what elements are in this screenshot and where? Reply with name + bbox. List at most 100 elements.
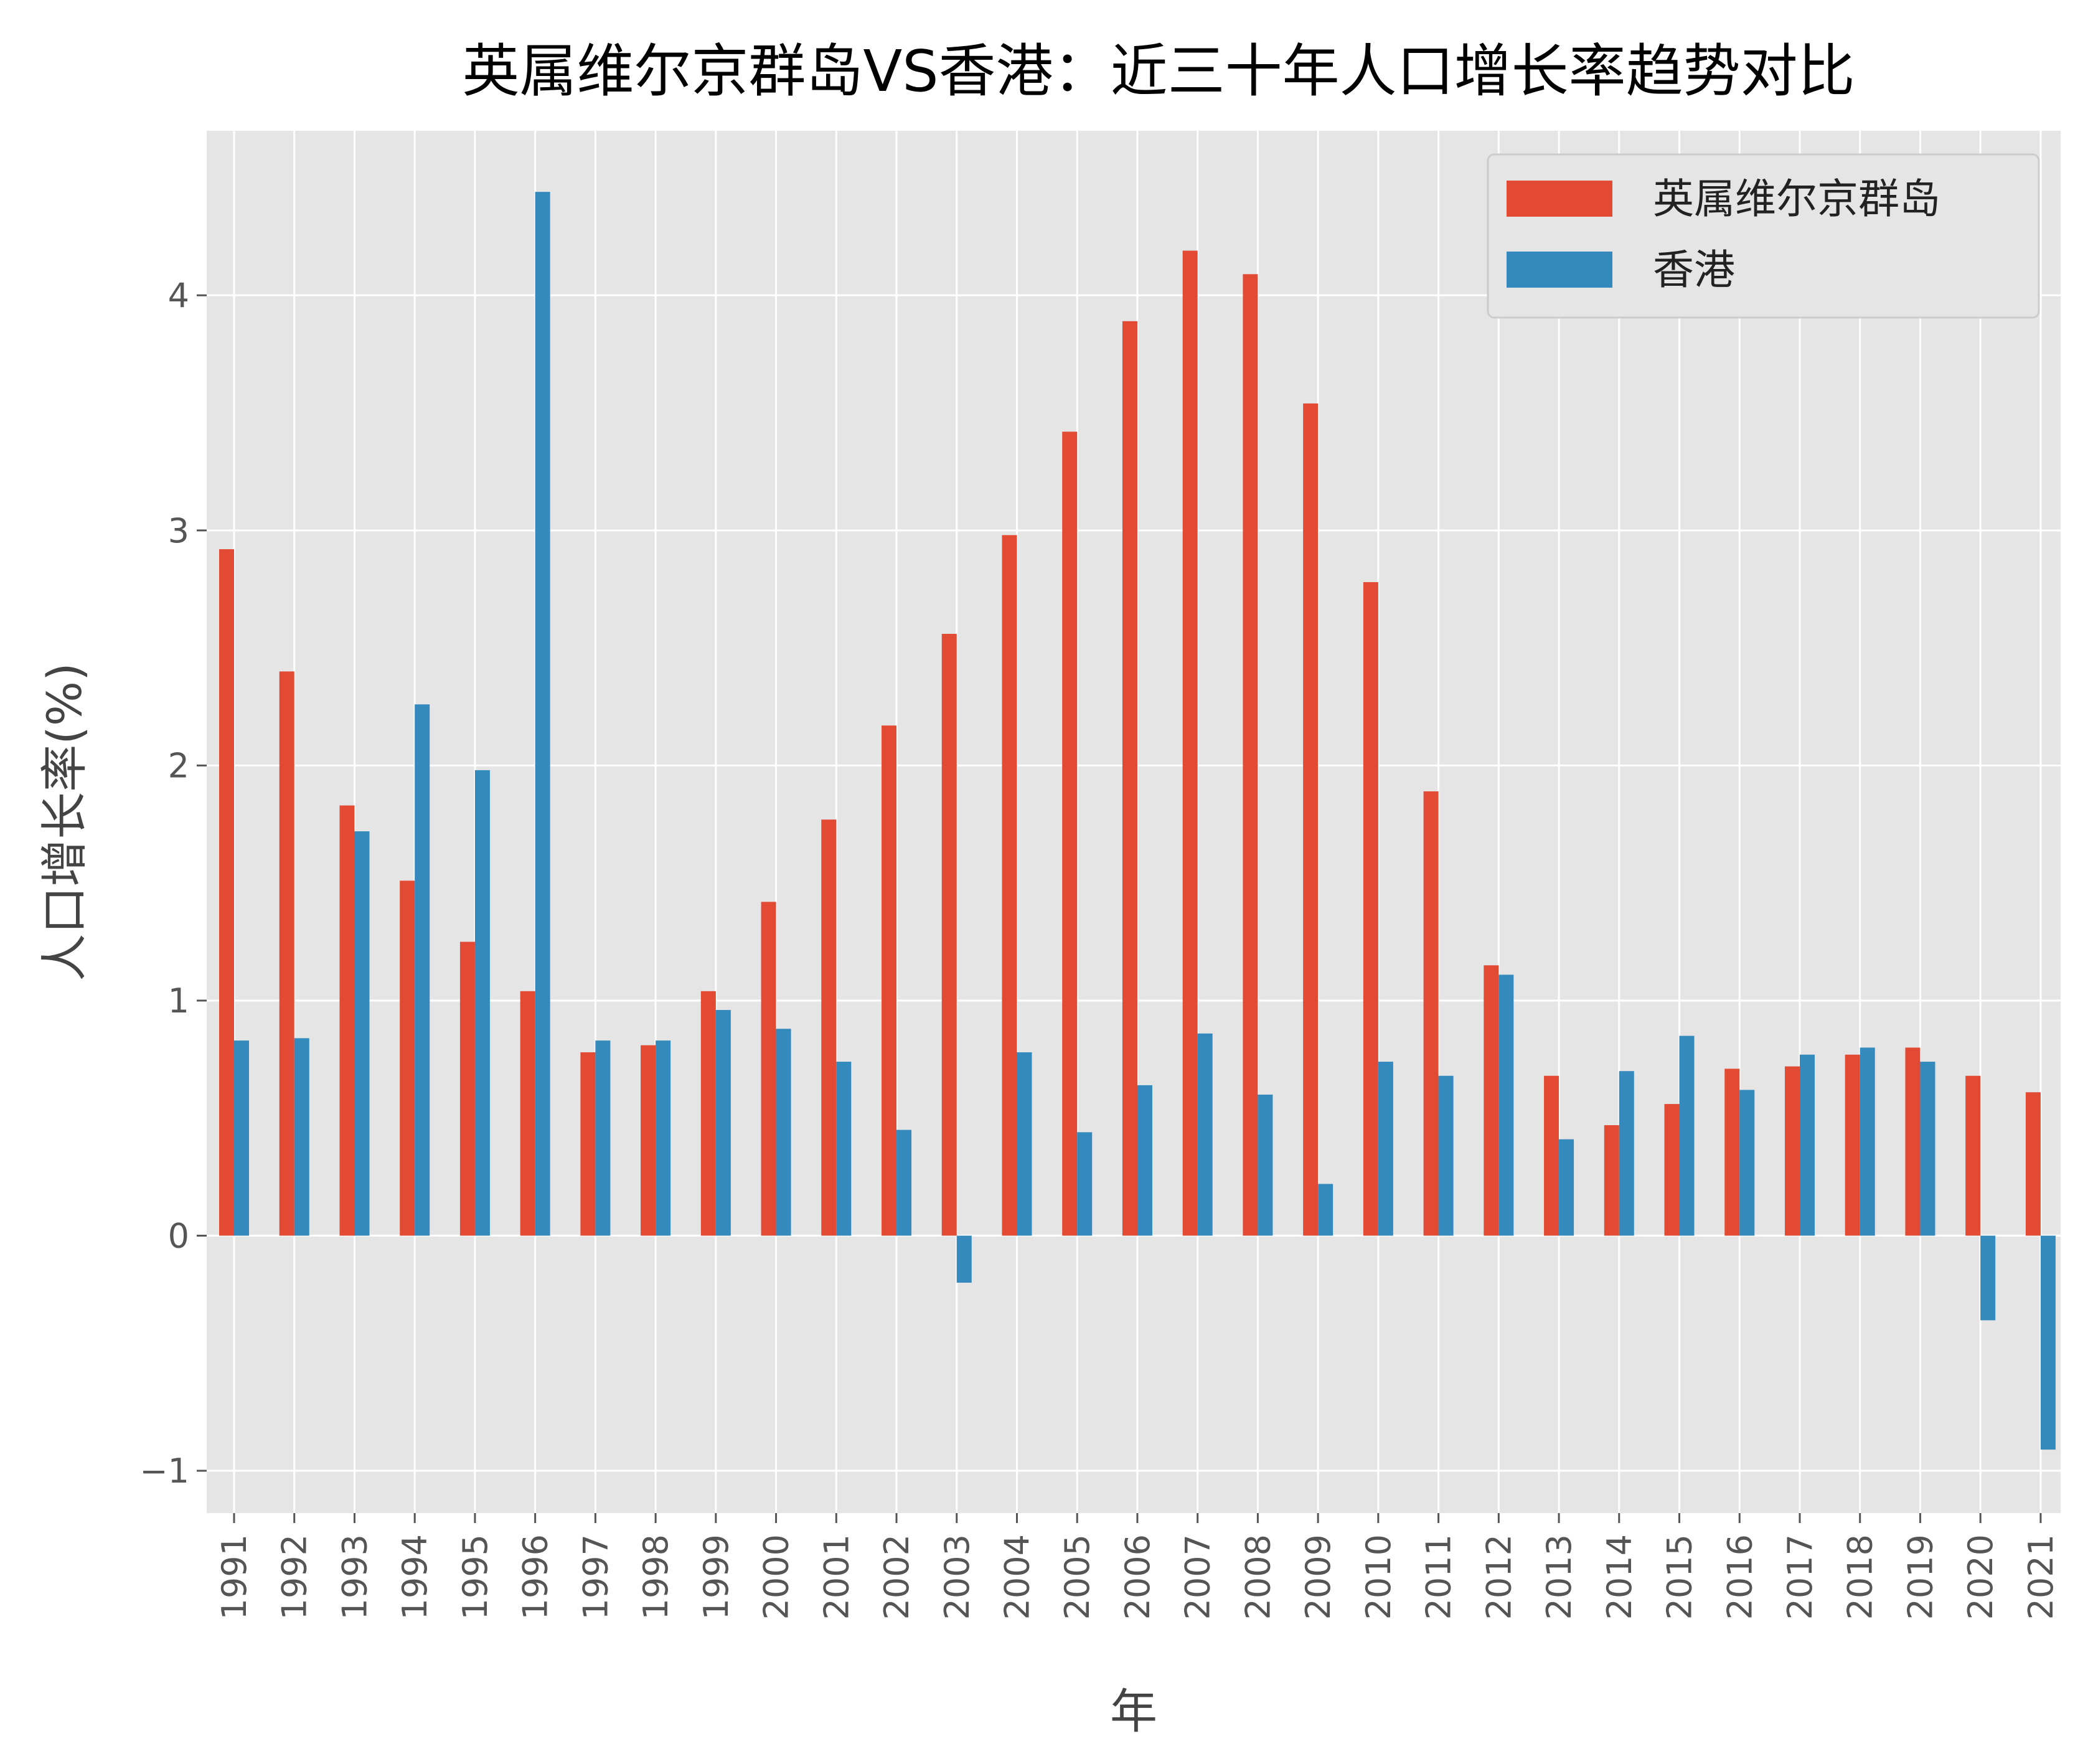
bar-bvi-2001 (821, 819, 837, 1236)
legend-label-hongkong: 香港 (1653, 246, 1735, 294)
x-tick-label: 1997 (576, 1534, 615, 1620)
bar-hongkong-2008 (1258, 1094, 1273, 1236)
bar-bvi-2015 (1664, 1104, 1680, 1236)
bar-hongkong-2016 (1739, 1090, 1755, 1236)
bar-hongkong-1992 (294, 1038, 309, 1236)
bar-hongkong-2017 (1799, 1054, 1815, 1236)
bar-bvi-2005 (1062, 432, 1078, 1236)
bar-bvi-1991 (219, 549, 234, 1236)
bar-bvi-2019 (1905, 1047, 1921, 1236)
bar-bvi-2016 (1724, 1068, 1740, 1236)
bar-bvi-2021 (2025, 1092, 2041, 1236)
x-tick-label: 1992 (275, 1534, 314, 1620)
y-tick-label: 0 (168, 1216, 189, 1255)
x-tick-label: 2008 (1238, 1534, 1277, 1620)
bar-bvi-1993 (339, 805, 355, 1236)
x-tick-label: 2021 (2021, 1534, 2061, 1620)
y-tick-label: 2 (168, 746, 189, 785)
bar-bvi-2012 (1484, 965, 1499, 1236)
x-tick-label: 2000 (757, 1534, 796, 1620)
x-tick-label: 2009 (1299, 1534, 1338, 1620)
bar-bvi-1992 (279, 671, 294, 1236)
bar-hongkong-1999 (715, 1010, 731, 1236)
bar-bvi-2020 (1965, 1075, 1981, 1236)
x-tick-label: 2006 (1118, 1534, 1157, 1620)
bar-hongkong-2000 (776, 1029, 791, 1236)
bar-hongkong-1995 (474, 770, 490, 1236)
y-tick-label: 1 (168, 981, 189, 1021)
bar-bvi-1995 (459, 941, 475, 1236)
x-tick-label: 2018 (1841, 1534, 1880, 1620)
x-tick-label: 2019 (1901, 1534, 1940, 1620)
x-tick-label: 2005 (1058, 1534, 1097, 1620)
x-tick-label: 2016 (1720, 1534, 1759, 1620)
axis-ticks: −1 0 1 2 3 4 1991 1992 1993 1994 1995 1996 1997 1998 1… (139, 276, 2061, 1620)
bar-bvi-1999 (700, 991, 716, 1236)
bar-hongkong-2020 (1980, 1235, 1996, 1321)
bar-bvi-1996 (520, 991, 535, 1236)
bar-hongkong-1994 (415, 704, 430, 1236)
bar-hongkong-2018 (1860, 1047, 1875, 1236)
bar-bvi-1997 (580, 1052, 596, 1236)
y-tick-label: 4 (168, 276, 189, 315)
bar-hongkong-2011 (1438, 1075, 1454, 1236)
x-tick-label: 1999 (697, 1534, 736, 1620)
bar-bvi-2002 (882, 725, 897, 1236)
x-tick-label: 2014 (1600, 1534, 1639, 1620)
y-axis-label: 人口增长率(%) (37, 663, 92, 981)
bar-hongkong-2012 (1498, 974, 1514, 1236)
bar-bvi-1994 (400, 880, 415, 1236)
bar-hongkong-2006 (1137, 1085, 1152, 1236)
x-tick-label: 1996 (516, 1534, 555, 1620)
bars (219, 192, 2056, 1450)
y-tick-label: 3 (168, 511, 189, 550)
x-tick-label: 2020 (1961, 1534, 2000, 1620)
bar-bvi-2006 (1122, 321, 1137, 1236)
bar-bvi-2011 (1423, 791, 1439, 1236)
bar-hongkong-2001 (836, 1062, 852, 1236)
bar-bvi-2013 (1544, 1075, 1559, 1236)
x-tick-label: 1991 (215, 1534, 254, 1620)
x-tick-label: 2011 (1419, 1534, 1459, 1620)
bar-bvi-2004 (1002, 535, 1017, 1236)
legend: 英属维尔京群岛 香港 (1487, 153, 2040, 319)
x-tick-label: 2013 (1540, 1534, 1579, 1620)
bar-hongkong-1993 (354, 831, 370, 1236)
x-tick-label: 2007 (1178, 1534, 1218, 1620)
bar-bvi-2009 (1303, 403, 1319, 1236)
bar-bvi-2010 (1363, 582, 1378, 1236)
bar-bvi-2003 (941, 633, 957, 1236)
bar-bvi-2017 (1784, 1066, 1800, 1236)
bar-bvi-2014 (1604, 1125, 1619, 1236)
bar-hongkong-2013 (1559, 1139, 1574, 1236)
bar-hongkong-1998 (656, 1040, 671, 1236)
bar-bvi-2007 (1182, 250, 1198, 1236)
bar-hongkong-2007 (1197, 1033, 1213, 1236)
bar-bvi-1998 (641, 1045, 656, 1236)
bar-hongkong-2010 (1378, 1062, 1393, 1236)
x-axis-label: 年 (1110, 1684, 1157, 1739)
bar-bvi-2000 (761, 902, 776, 1236)
x-tick-label: 1993 (335, 1534, 374, 1620)
x-tick-label: 1998 (636, 1534, 675, 1620)
legend-label-bvi: 英属维尔京群岛 (1653, 175, 1940, 223)
x-tick-label: 2012 (1479, 1534, 1518, 1620)
bar-hongkong-2005 (1077, 1132, 1093, 1236)
bar-hongkong-2014 (1619, 1071, 1634, 1236)
bar-bvi-2008 (1243, 274, 1258, 1236)
bar-hongkong-2002 (896, 1130, 912, 1236)
x-tick-label: 2017 (1780, 1534, 1820, 1620)
x-tick-label: 1995 (456, 1534, 495, 1620)
bar-hongkong-2019 (1920, 1062, 1935, 1236)
x-tick-label: 2003 (938, 1534, 977, 1620)
bar-hongkong-1996 (535, 192, 550, 1236)
bar-hongkong-1991 (234, 1040, 249, 1236)
x-tick-label: 2004 (997, 1534, 1037, 1620)
x-tick-label: 2010 (1359, 1534, 1398, 1620)
bar-hongkong-2009 (1318, 1184, 1333, 1236)
y-tick-label: −1 (139, 1451, 189, 1491)
bar-hongkong-2003 (956, 1235, 972, 1283)
bar-hongkong-1997 (595, 1040, 611, 1236)
x-tick-label: 1994 (395, 1534, 435, 1620)
legend-swatch-bvi (1507, 181, 1612, 217)
